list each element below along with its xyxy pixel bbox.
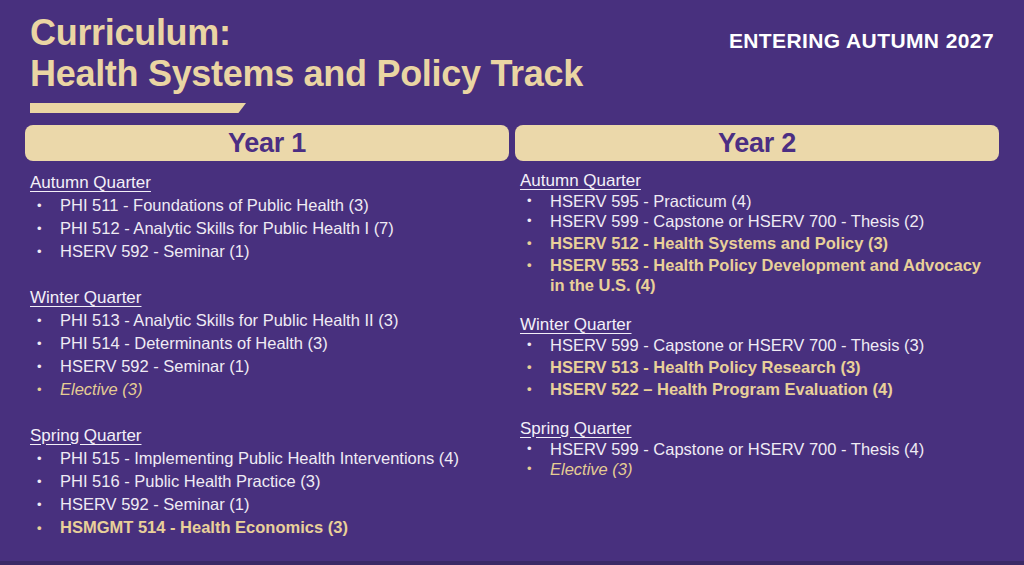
bullet-icon: •: [30, 447, 60, 470]
course-text: Elective (3): [550, 459, 999, 479]
bullet-icon: •: [520, 335, 550, 355]
course-text: HSERV 599 - Capstone or HSERV 700 - Thes…: [550, 211, 999, 231]
course-item: •HSERV 592 - Seminar (1): [30, 240, 509, 263]
bullet-icon: •: [520, 255, 550, 295]
year-1-header-bar: Year 1: [25, 125, 509, 161]
bullet-icon: •: [30, 378, 60, 401]
bottom-edge-strip: [0, 561, 1024, 565]
course-text: HSERV 599 - Capstone or HSERV 700 - Thes…: [550, 439, 999, 459]
course-text: HSERV 592 - Seminar (1): [60, 240, 509, 263]
quarter-heading: Winter Quarter: [30, 286, 509, 309]
quarter-section: Autumn Quarter•PHI 511 - Foundations of …: [30, 171, 509, 263]
course-text: HSERV 599 - Capstone or HSERV 700 - Thes…: [550, 335, 999, 355]
quarter-section: Winter Quarter•HSERV 599 - Capstone or H…: [520, 315, 999, 399]
bullet-icon: •: [520, 191, 550, 211]
course-item: •Elective (3): [30, 378, 509, 401]
course-item: •Elective (3): [520, 459, 999, 479]
course-item: •PHI 512 - Analytic Skills for Public He…: [30, 217, 509, 240]
title-underline-bar: [30, 103, 246, 113]
column-year-1: Year 1Autumn Quarter•PHI 511 - Foundatio…: [25, 125, 509, 539]
course-text: HSERV 595 - Practicum (4): [550, 191, 999, 211]
course-list: •HSERV 599 - Capstone or HSERV 700 - The…: [520, 439, 999, 479]
course-text: HSERV 512 - Health Systems and Policy (3…: [550, 233, 999, 253]
quarter-section: Spring Quarter•PHI 515 - Implementing Pu…: [30, 424, 509, 539]
course-text: HSERV 522 – Health Program Evaluation (4…: [550, 379, 999, 399]
bullet-icon: •: [30, 194, 60, 217]
bullet-icon: •: [30, 309, 60, 332]
year-2-header-bar: Year 2: [515, 125, 999, 161]
course-text: HSERV 513 - Health Policy Research (3): [550, 357, 999, 377]
course-item: •HSERV 599 - Capstone or HSERV 700 - The…: [520, 439, 999, 459]
course-text: PHI 513 - Analytic Skills for Public Hea…: [60, 309, 509, 332]
course-text: Elective (3): [60, 378, 509, 401]
bullet-icon: •: [520, 379, 550, 399]
quarter-heading: Winter Quarter: [520, 315, 999, 335]
bullet-icon: •: [30, 217, 60, 240]
bullet-icon: •: [520, 211, 550, 231]
bullet-icon: •: [30, 470, 60, 493]
quarter-section: Winter Quarter•PHI 513 - Analytic Skills…: [30, 286, 509, 401]
course-text: HSMGMT 514 - Health Economics (3): [60, 516, 509, 539]
course-list: •HSERV 595 - Practicum (4)•HSERV 599 - C…: [520, 191, 999, 295]
year-columns: Year 1Autumn Quarter•PHI 511 - Foundatio…: [25, 125, 999, 539]
column-body: Autumn Quarter•PHI 511 - Foundations of …: [25, 161, 509, 539]
course-text: HSERV 553 - Health Policy Development an…: [550, 255, 999, 295]
quarter-section: Spring Quarter•HSERV 599 - Capstone or H…: [520, 419, 999, 479]
quarter-heading: Autumn Quarter: [30, 171, 509, 194]
title-line1: Curriculum:: [30, 12, 583, 53]
column-body: Autumn Quarter•HSERV 595 - Practicum (4)…: [515, 161, 999, 479]
quarter-section: Autumn Quarter•HSERV 595 - Practicum (4)…: [520, 171, 999, 295]
bullet-icon: •: [30, 516, 60, 539]
course-list: •HSERV 599 - Capstone or HSERV 700 - The…: [520, 335, 999, 399]
course-item: •PHI 511 - Foundations of Public Health …: [30, 194, 509, 217]
course-text: HSERV 592 - Seminar (1): [60, 355, 509, 378]
course-text: PHI 511 - Foundations of Public Health (…: [60, 194, 509, 217]
course-list: •PHI 511 - Foundations of Public Health …: [30, 194, 509, 263]
course-item: •PHI 515 - Implementing Public Health In…: [30, 447, 509, 470]
bullet-icon: •: [520, 233, 550, 253]
course-item: •HSERV 512 - Health Systems and Policy (…: [520, 233, 999, 253]
course-item: •HSERV 599 - Capstone or HSERV 700 - The…: [520, 211, 999, 231]
course-item: •HSERV 592 - Seminar (1): [30, 355, 509, 378]
course-text: PHI 516 - Public Health Practice (3): [60, 470, 509, 493]
quarter-heading: Spring Quarter: [520, 419, 999, 439]
bullet-icon: •: [520, 459, 550, 479]
bullet-icon: •: [30, 355, 60, 378]
course-item: •HSMGMT 514 - Health Economics (3): [30, 516, 509, 539]
bullet-icon: •: [30, 240, 60, 263]
course-item: •HSERV 599 - Capstone or HSERV 700 - The…: [520, 335, 999, 355]
course-text: PHI 515 - Implementing Public Health Int…: [60, 447, 509, 470]
page-title: Curriculum: Health Systems and Policy Tr…: [30, 12, 583, 94]
course-text: HSERV 592 - Seminar (1): [60, 493, 509, 516]
entering-autumn-label: ENTERING AUTUMN 2027: [729, 29, 994, 53]
course-item: •PHI 516 - Public Health Practice (3): [30, 470, 509, 493]
bullet-icon: •: [520, 357, 550, 377]
course-text: PHI 512 - Analytic Skills for Public Hea…: [60, 217, 509, 240]
course-item: •PHI 513 - Analytic Skills for Public He…: [30, 309, 509, 332]
course-item: •HSERV 553 - Health Policy Development a…: [520, 255, 999, 295]
title-line2: Health Systems and Policy Track: [30, 53, 583, 94]
course-item: •HSERV 595 - Practicum (4): [520, 191, 999, 211]
course-item: •HSERV 592 - Seminar (1): [30, 493, 509, 516]
quarter-heading: Spring Quarter: [30, 424, 509, 447]
course-item: •HSERV 513 - Health Policy Research (3): [520, 357, 999, 377]
bullet-icon: •: [520, 439, 550, 459]
course-text: PHI 514 - Determinants of Health (3): [60, 332, 509, 355]
bullet-icon: •: [30, 332, 60, 355]
curriculum-slide: Curriculum: Health Systems and Policy Tr…: [0, 0, 1024, 565]
quarter-heading: Autumn Quarter: [520, 171, 999, 191]
column-year-2: Year 2Autumn Quarter•HSERV 595 - Practic…: [515, 125, 999, 539]
course-list: •PHI 515 - Implementing Public Health In…: [30, 447, 509, 539]
course-item: •PHI 514 - Determinants of Health (3): [30, 332, 509, 355]
bullet-icon: •: [30, 493, 60, 516]
course-item: •HSERV 522 – Health Program Evaluation (…: [520, 379, 999, 399]
course-list: •PHI 513 - Analytic Skills for Public He…: [30, 309, 509, 401]
